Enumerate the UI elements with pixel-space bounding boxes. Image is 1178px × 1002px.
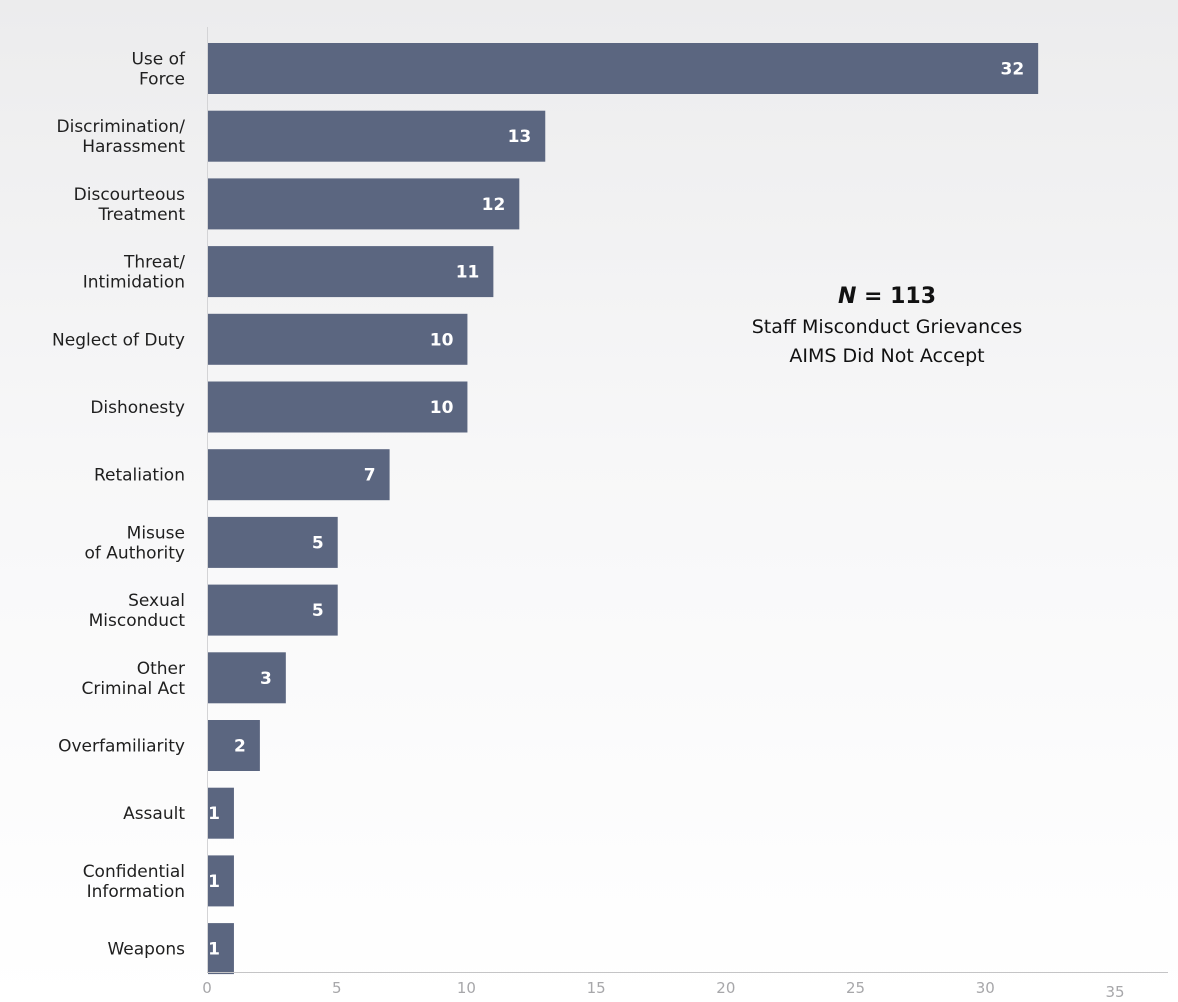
bar bbox=[208, 584, 338, 636]
x-tick-label: 15 bbox=[587, 979, 606, 997]
bar bbox=[208, 923, 234, 975]
category-label: Assault bbox=[123, 804, 185, 824]
bar-value-label: 7 bbox=[364, 466, 376, 486]
x-tick-label: 35 bbox=[1105, 983, 1124, 1001]
bar-value-label: 32 bbox=[1000, 60, 1024, 80]
bar-value-label: 5 bbox=[312, 601, 324, 621]
x-tick-label: 25 bbox=[846, 979, 865, 997]
bar bbox=[208, 516, 338, 568]
bar bbox=[208, 652, 286, 704]
bar bbox=[208, 178, 520, 230]
bar-value-label: 1 bbox=[208, 940, 220, 960]
bar bbox=[208, 246, 494, 298]
x-tick-label: 20 bbox=[716, 979, 735, 997]
bar-value-label: 13 bbox=[508, 127, 532, 147]
category-label: Sexual Misconduct bbox=[89, 591, 186, 631]
category-label: Other Criminal Act bbox=[81, 659, 185, 699]
category-label: Threat/Intimidation bbox=[83, 253, 186, 293]
bar-value-label: 1 bbox=[208, 804, 220, 824]
bar-value-label: 3 bbox=[260, 669, 272, 689]
bar bbox=[208, 313, 468, 365]
bar-value-label: 10 bbox=[430, 398, 454, 418]
x-tick-label: 0 bbox=[202, 979, 212, 997]
category-label: Use of Force bbox=[131, 50, 186, 90]
sample-size-annotation: N = 113 bbox=[838, 284, 936, 309]
bar bbox=[208, 449, 390, 501]
n-symbol: N bbox=[838, 284, 856, 309]
bar bbox=[208, 43, 1039, 94]
x-axis: 0 5 10 15 20 25 30 35 bbox=[202, 27, 1168, 1001]
bar-value-label: 1 bbox=[208, 872, 220, 892]
category-label: Discrimination/Harassment bbox=[57, 117, 186, 157]
annotation-line-1: Staff Misconduct Grievances bbox=[752, 316, 1022, 338]
annotation-line-2: AIMS Did Not Accept bbox=[789, 345, 984, 367]
x-tick-label: 30 bbox=[976, 979, 995, 997]
category-label: Misuse of Authority bbox=[85, 523, 185, 563]
bar-value-label: 10 bbox=[430, 330, 454, 350]
bar bbox=[208, 855, 234, 907]
category-label: Overfamiliarity bbox=[58, 737, 185, 757]
category-label: Confidential Information bbox=[83, 862, 185, 902]
category-labels: Use of Force Discrimination/Harassment Disc… bbox=[52, 50, 186, 960]
category-label: Neglect of Duty bbox=[52, 330, 185, 350]
bar bbox=[208, 381, 468, 433]
bar bbox=[208, 720, 260, 771]
category-label: Retaliation bbox=[94, 466, 185, 486]
bar-value-label: 11 bbox=[456, 263, 480, 283]
x-tick-label: 10 bbox=[457, 979, 476, 997]
bar-value-label: 2 bbox=[234, 737, 246, 757]
bar bbox=[208, 110, 546, 162]
n-value: = 113 bbox=[856, 284, 936, 309]
category-label: Weapons bbox=[107, 940, 185, 960]
bar-value-label: 5 bbox=[312, 533, 324, 553]
category-label: Dishonesty bbox=[90, 398, 185, 418]
bar bbox=[208, 787, 234, 839]
category-label: Discourteous Treatment bbox=[74, 185, 186, 225]
bar-value-label: 12 bbox=[482, 195, 506, 215]
x-tick-label: 5 bbox=[332, 979, 342, 997]
